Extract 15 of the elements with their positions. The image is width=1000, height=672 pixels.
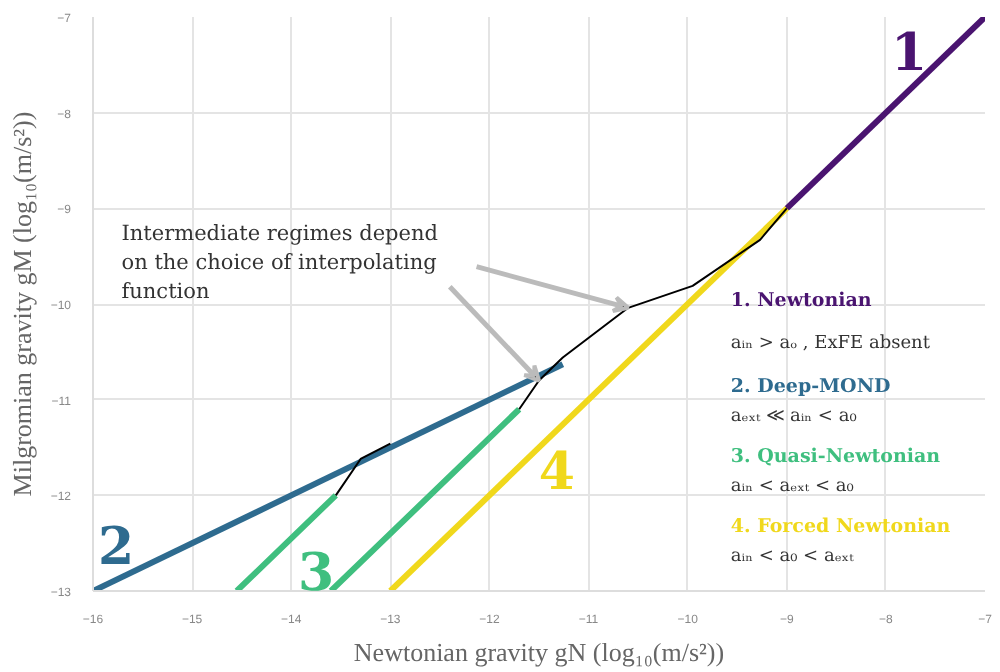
annotation: 3 [297,543,335,604]
annotation: 1 [891,24,928,85]
annotation: aᵢₙ > aₒ , ExFE absent [730,334,931,355]
annotation: 4 [538,443,575,504]
text: 4. Forced Newtonian [730,516,951,539]
annotation: aᵢₙ < a₀ < aₑₓₜ [730,547,856,568]
annotation: aₑₓₜ ≪ aᵢₙ < a₀ [730,407,858,428]
text: 2. Deep-MOND [730,376,891,399]
x-axis-title: Newtonian gravity gN (log₁₀(m/s²)) [353,637,725,667]
y-axis-title: Milgromian gravity gM (log₁₀(m/s²)) [6,111,37,497]
annotation: 2 [98,518,135,579]
text: 1. Newtonian [730,290,872,313]
text: 3. Quasi-Newtonian [730,446,941,469]
annotation: aᵢₙ < aₑₓₜ < a₀ [730,477,855,498]
annotation: Intermediate regimes depend on the choice of interpolating function [121,222,439,304]
